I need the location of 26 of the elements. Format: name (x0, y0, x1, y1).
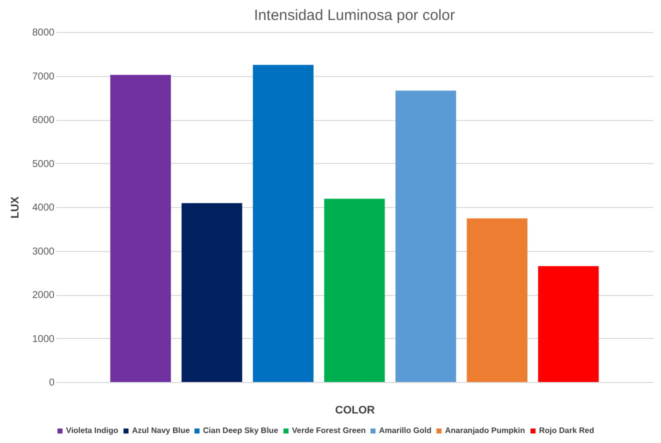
bar (466, 218, 528, 382)
bar (252, 64, 314, 382)
bar (538, 266, 599, 382)
legend-label: Anaranjado Pumpkin (445, 426, 526, 435)
legend-label: Azul Navy Blue (132, 426, 190, 435)
y-axis-title: LUX (9, 196, 22, 218)
bar (182, 203, 242, 382)
y-tick-label: 5000 (32, 158, 55, 170)
legend-label: Cian Deep Sky Blue (203, 426, 279, 435)
legend-label: Verde Forest Green (292, 426, 366, 435)
y-tick-label: 2000 (32, 290, 55, 301)
legend-label: Violeta Indigo (66, 426, 118, 435)
legend-label: Amarillo Gold (379, 426, 432, 435)
bar (396, 90, 456, 382)
x-axis-title: COLOR (335, 404, 375, 416)
bar (324, 198, 385, 382)
y-tick-label: 3000 (32, 246, 55, 258)
y-tick-label: 1000 (32, 334, 55, 345)
y-tick-label: 7000 (32, 71, 55, 82)
bar (110, 74, 171, 382)
y-tick-label: 6000 (32, 115, 55, 126)
legend-label: Rojo Dark Red (539, 426, 594, 435)
y-tick-label: 0 (48, 378, 55, 388)
y-tick-label: 4000 (32, 202, 55, 214)
y-tick-label: 8000 (32, 28, 55, 38)
chart-title: Intensidad Luminosa por color (254, 7, 455, 24)
